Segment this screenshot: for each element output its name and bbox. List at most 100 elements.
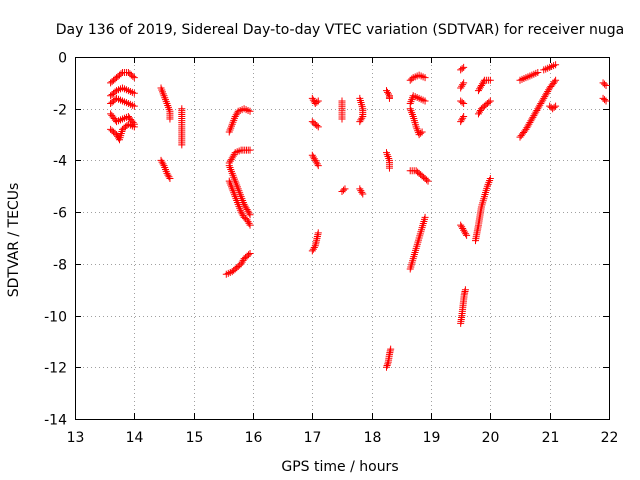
- data-point: [246, 107, 254, 115]
- chart-title: Day 136 of 2019, Sidereal Day-to-day VTE…: [56, 22, 624, 38]
- data-point: [550, 78, 558, 86]
- data-point: [245, 209, 253, 217]
- x-tick-label: 21: [542, 430, 560, 446]
- data-point: [423, 176, 431, 184]
- data-point: [245, 251, 253, 259]
- data-point: [486, 175, 494, 183]
- y-axis-label: SDTVAR / TECUs: [6, 183, 22, 298]
- data-point: [459, 81, 467, 89]
- data-point: [310, 243, 318, 251]
- y-tick-label: -14: [44, 413, 67, 429]
- data-point: [552, 102, 560, 110]
- data-point: [130, 123, 138, 131]
- y-tick-label: -6: [53, 206, 67, 222]
- data-point: [166, 115, 174, 123]
- data-point: [314, 229, 322, 237]
- data-point: [384, 360, 392, 368]
- data-point: [358, 188, 366, 196]
- x-tick-label: 13: [67, 430, 85, 446]
- data-point: [313, 122, 321, 130]
- data-point: [383, 362, 391, 370]
- data-point: [130, 89, 138, 97]
- data-point: [130, 102, 138, 110]
- y-tick-label: -4: [53, 154, 67, 170]
- data-point: [385, 94, 393, 102]
- data-point: [601, 96, 609, 104]
- data-point: [159, 160, 167, 168]
- x-tick-label: 16: [245, 430, 263, 446]
- data-point: [246, 146, 254, 154]
- data-point: [313, 98, 321, 106]
- data-point: [314, 97, 322, 105]
- data-point: [602, 97, 610, 105]
- data-point: [356, 118, 364, 126]
- data-point: [460, 79, 468, 87]
- data-point: [458, 65, 466, 73]
- data-point: [552, 76, 560, 84]
- data-point: [418, 128, 426, 136]
- data-point: [485, 98, 493, 106]
- y-tick-label: -10: [44, 310, 67, 326]
- data-point: [463, 231, 471, 239]
- data-point: [421, 74, 429, 82]
- y-tick-label: 0: [58, 51, 67, 67]
- data-point: [552, 61, 560, 69]
- data-point: [424, 177, 432, 185]
- x-tick-label: 22: [601, 430, 619, 446]
- data-point: [601, 80, 609, 88]
- data-point: [246, 250, 254, 258]
- data-point: [129, 72, 137, 80]
- data-point: [246, 211, 254, 219]
- data-point: [339, 186, 347, 194]
- data-point: [486, 76, 494, 84]
- data-point: [313, 160, 321, 168]
- data-point: [387, 345, 395, 353]
- data-point: [479, 78, 487, 86]
- x-tick-label: 15: [186, 430, 204, 446]
- data-point: [130, 74, 138, 82]
- data-point: [461, 286, 469, 294]
- data-point: [314, 162, 322, 170]
- data-point: [314, 123, 322, 131]
- data-point: [421, 97, 429, 105]
- data-point: [384, 90, 392, 98]
- data-point: [460, 100, 468, 108]
- data-point: [459, 114, 467, 122]
- data-point: [385, 164, 393, 172]
- data-point: [165, 173, 173, 181]
- plot-frame: [75, 57, 610, 420]
- x-tick-label: 19: [423, 430, 441, 446]
- data-point: [602, 81, 610, 89]
- data-point: [338, 115, 346, 123]
- data-markers: [107, 61, 610, 371]
- data-point: [383, 363, 390, 371]
- data-point: [178, 141, 186, 149]
- data-point: [462, 230, 470, 238]
- data-point: [460, 63, 468, 71]
- data-point: [534, 69, 542, 77]
- x-tick-label: 14: [126, 430, 144, 446]
- data-point: [458, 98, 466, 106]
- x-axis-label: GPS time / hours: [281, 459, 398, 475]
- data-point: [384, 153, 392, 161]
- data-point: [166, 175, 174, 183]
- data-point: [117, 70, 125, 78]
- data-point: [341, 185, 349, 193]
- data-point: [357, 116, 365, 124]
- ticks: 13 14 15 16 17 18 19 20 21 22 0 -2 -4 -6 -8 -10 -12 -14: [44, 51, 618, 447]
- data-point: [246, 221, 254, 229]
- data-point: [460, 112, 468, 120]
- data-point: [486, 97, 494, 105]
- y-tick-label: -2: [53, 103, 67, 119]
- data-point: [550, 103, 558, 111]
- y-tick-label: -8: [53, 258, 67, 274]
- data-point: [421, 213, 429, 221]
- y-tick-label: -12: [44, 361, 67, 377]
- data-point: [245, 219, 253, 227]
- data-point: [417, 129, 425, 137]
- x-tick-label: 20: [482, 430, 500, 446]
- data-point: [359, 190, 367, 198]
- x-tick-label: 18: [364, 430, 382, 446]
- x-tick-label: 17: [304, 430, 322, 446]
